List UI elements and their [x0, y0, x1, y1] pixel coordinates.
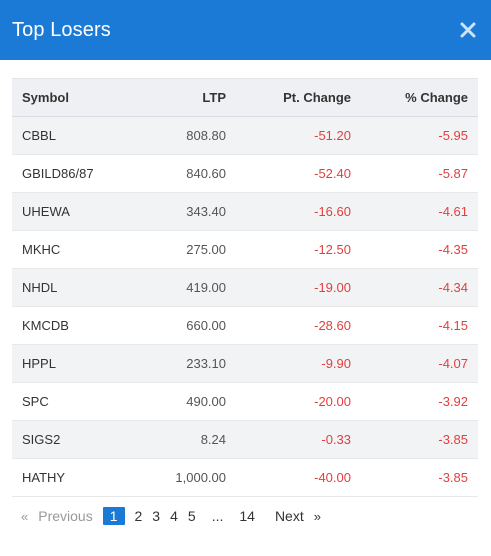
modal-content: Symbol LTP Pt. Change % Change CBBL 808.… [0, 60, 491, 525]
cell-pct-change: -4.34 [361, 268, 478, 307]
page-14-button[interactable]: 14 [239, 508, 255, 524]
cell-pct-change: -5.95 [361, 116, 478, 155]
cell-symbol: UHEWA [12, 192, 142, 231]
table-row: UHEWA 343.40 -16.60 -4.61 [12, 192, 478, 231]
cell-pt-change: -40.00 [236, 458, 361, 497]
cell-ltp: 275.00 [142, 230, 236, 269]
next-button[interactable]: Next [274, 508, 304, 524]
cell-pct-change: -4.15 [361, 306, 478, 345]
modal-header: Top Losers [0, 0, 491, 60]
cell-symbol: KMCDB [12, 306, 142, 345]
losers-table: Symbol LTP Pt. Change % Change CBBL 808.… [12, 78, 478, 497]
cell-pt-change: -28.60 [236, 306, 361, 345]
cell-pct-change: -4.35 [361, 230, 478, 269]
cell-pt-change: -19.00 [236, 268, 361, 307]
cell-symbol: SPC [12, 382, 142, 421]
cell-symbol: SIGS2 [12, 420, 142, 459]
page-2-button[interactable]: 2 [134, 508, 143, 524]
cell-pct-change: -3.85 [361, 420, 478, 459]
cell-pct-change: -4.61 [361, 192, 478, 231]
page-1-button[interactable]: 1 [102, 507, 125, 525]
page-4-button[interactable]: 4 [170, 508, 178, 524]
table-header-row: Symbol LTP Pt. Change % Change [12, 78, 478, 117]
table-row: SPC 490.00 -20.00 -3.92 [12, 382, 478, 421]
col-header-ltp[interactable]: LTP [142, 78, 236, 117]
table-row: HPPL 233.10 -9.90 -4.07 [12, 344, 478, 383]
col-header-pt-change[interactable]: Pt. Change [236, 78, 361, 117]
table-row: HATHY 1,000.00 -40.00 -3.85 [12, 458, 478, 497]
col-header-pct-change[interactable]: % Change [361, 78, 478, 117]
cell-pt-change: -9.90 [236, 344, 361, 383]
cell-ltp: 8.24 [142, 420, 236, 459]
cell-symbol: MKHC [12, 230, 142, 269]
cell-symbol: HATHY [12, 458, 142, 497]
modal-title: Top Losers [12, 18, 111, 41]
pagination-ellipsis: ... [211, 508, 224, 524]
cell-ltp: 1,000.00 [142, 458, 236, 497]
table-row: GBILD86/87 840.60 -52.40 -5.87 [12, 154, 478, 193]
cell-pt-change: -0.33 [236, 420, 361, 459]
prev-arrow-icon: « [21, 508, 29, 524]
cell-pct-change: -3.92 [361, 382, 478, 421]
cell-pt-change: -51.20 [236, 116, 361, 155]
cell-pt-change: -20.00 [236, 382, 361, 421]
cell-ltp: 490.00 [142, 382, 236, 421]
cell-symbol: GBILD86/87 [12, 154, 142, 193]
cell-ltp: 660.00 [142, 306, 236, 345]
table-row: SIGS2 8.24 -0.33 -3.85 [12, 420, 478, 459]
cell-symbol: CBBL [12, 116, 142, 155]
page-3-button[interactable]: 3 [152, 508, 161, 524]
table-row: CBBL 808.80 -51.20 -5.95 [12, 116, 478, 155]
previous-button: Previous [38, 508, 93, 524]
cell-ltp: 419.00 [142, 268, 236, 307]
table-row: MKHC 275.00 -12.50 -4.35 [12, 230, 478, 269]
col-header-symbol[interactable]: Symbol [12, 78, 142, 117]
close-icon[interactable] [457, 19, 479, 41]
next-arrow-icon[interactable]: » [313, 508, 321, 524]
cell-ltp: 233.10 [142, 344, 236, 383]
cell-pct-change: -4.07 [361, 344, 478, 383]
cell-ltp: 808.80 [142, 116, 236, 155]
table-row: NHDL 419.00 -19.00 -4.34 [12, 268, 478, 307]
cell-symbol: NHDL [12, 268, 142, 307]
cell-pt-change: -12.50 [236, 230, 361, 269]
cell-pct-change: -3.85 [361, 458, 478, 497]
cell-pct-change: -5.87 [361, 154, 478, 193]
cell-ltp: 840.60 [142, 154, 236, 193]
cell-pt-change: -16.60 [236, 192, 361, 231]
cell-symbol: HPPL [12, 344, 142, 383]
table-row: KMCDB 660.00 -28.60 -4.15 [12, 306, 478, 345]
cell-ltp: 343.40 [142, 192, 236, 231]
page-5-button[interactable]: 5 [187, 508, 196, 524]
cell-pt-change: -52.40 [236, 154, 361, 193]
pagination: « Previous 1 2 3 4 5 ... 14 Next » [12, 507, 479, 525]
